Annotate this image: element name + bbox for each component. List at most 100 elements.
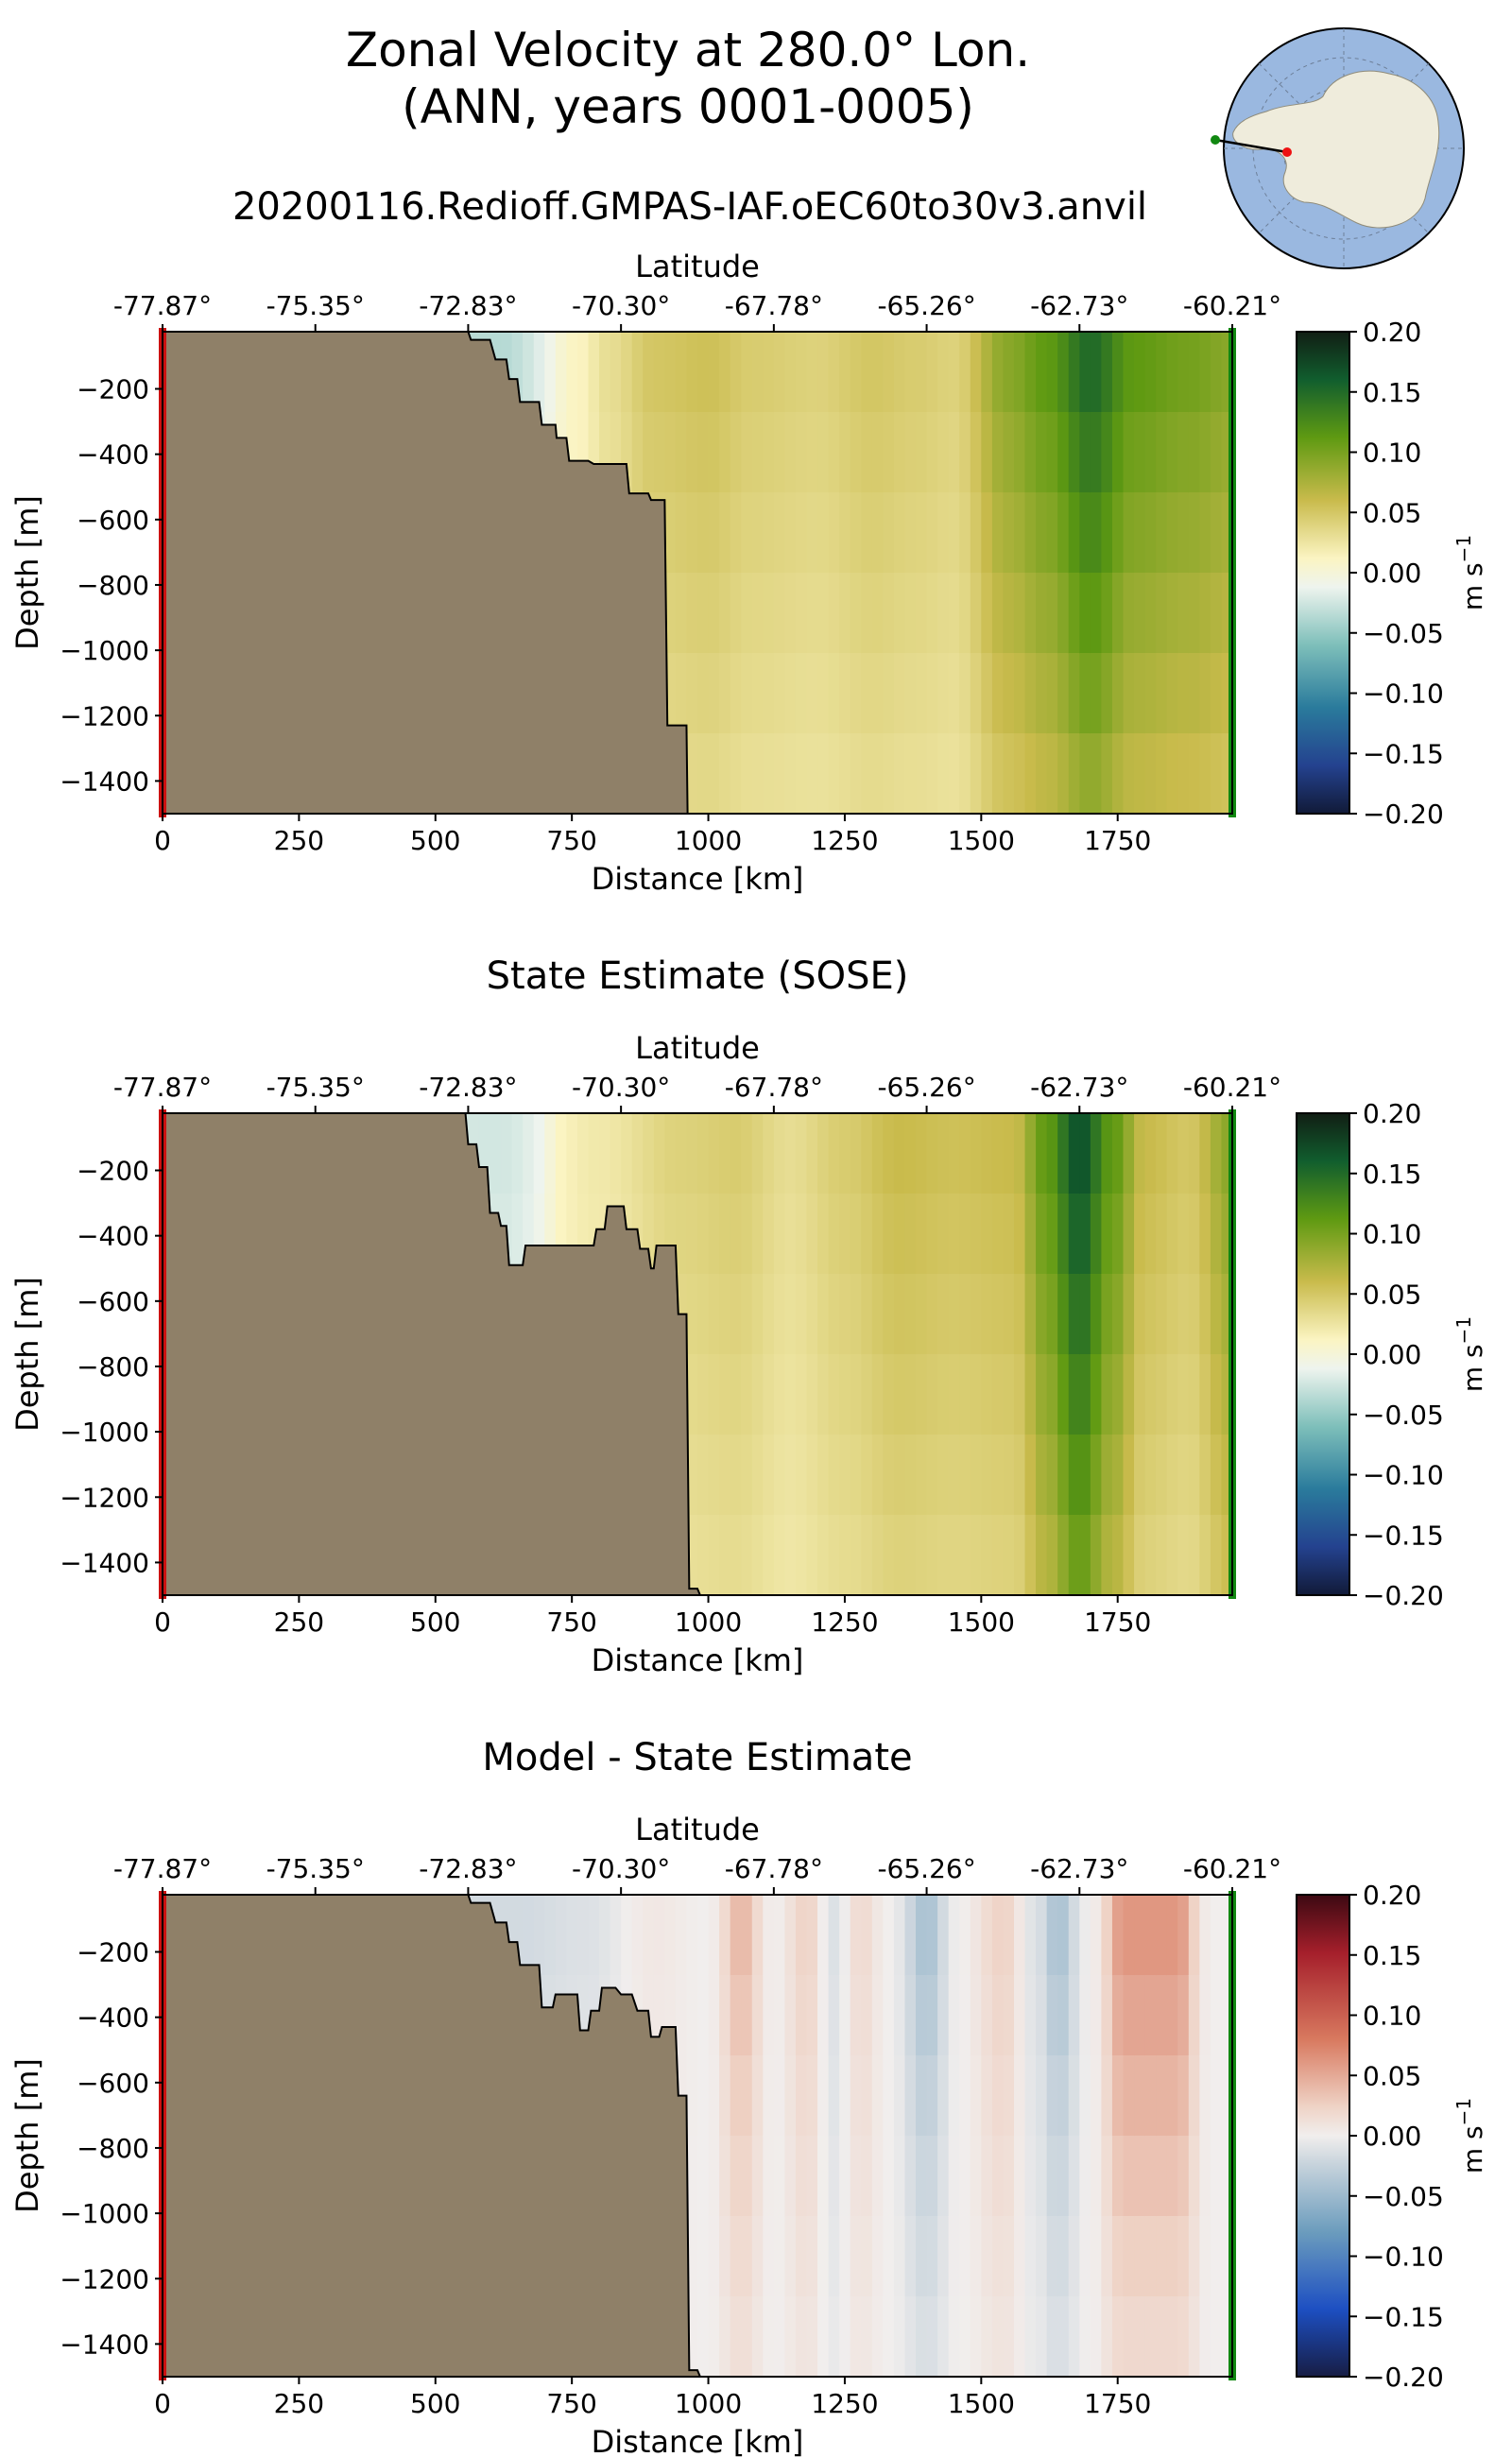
field-cell xyxy=(708,1975,720,2056)
field-cell xyxy=(1177,2136,1190,2217)
lat-tick-label: -70.30° xyxy=(572,1853,670,1884)
field-cell xyxy=(926,1113,938,1194)
field-cell xyxy=(631,1113,644,1194)
field-cell xyxy=(1046,653,1058,734)
field-cell xyxy=(795,1975,808,2056)
field-cell xyxy=(1177,2216,1190,2297)
field-cell xyxy=(751,1515,765,1596)
field-cell xyxy=(741,332,753,413)
field-cell xyxy=(664,332,677,413)
field-cell xyxy=(1101,412,1113,493)
field-cell xyxy=(1079,1435,1091,1516)
field-cell xyxy=(1068,573,1081,654)
field-cell xyxy=(904,573,917,654)
field-cell xyxy=(970,1354,983,1435)
field-cell xyxy=(1144,412,1157,493)
x-tick-label: 0 xyxy=(154,825,171,856)
field-cell xyxy=(1111,1274,1125,1355)
field-cell xyxy=(948,332,961,413)
field-cell xyxy=(883,573,895,654)
colorbar-tick-label: −0.10 xyxy=(1363,1460,1444,1491)
field-cell xyxy=(970,1515,983,1596)
field-cell xyxy=(883,2296,895,2378)
field-cell xyxy=(773,2136,786,2217)
colorbar-label: m s−1 xyxy=(1452,1316,1488,1392)
field-cell xyxy=(981,733,993,815)
field-cell xyxy=(490,1113,502,1194)
field-cell xyxy=(1057,1113,1070,1194)
field-cell xyxy=(1079,2055,1091,2137)
field-cell xyxy=(959,2055,971,2137)
field-cell xyxy=(904,1113,917,1194)
field-cell xyxy=(566,332,578,413)
x-tick-label: 250 xyxy=(274,2388,324,2419)
field-cell xyxy=(501,1113,513,1194)
field-cell xyxy=(773,2055,786,2137)
field-cell xyxy=(1013,412,1026,493)
lat-tick-label: -77.87° xyxy=(113,290,212,321)
x-tick-label: 0 xyxy=(154,2388,171,2419)
field-cell xyxy=(991,1113,1005,1194)
field-cell xyxy=(741,2296,753,2378)
field-cell xyxy=(795,412,808,493)
field-cell xyxy=(1134,1895,1146,1976)
field-cell xyxy=(1177,2055,1190,2137)
field-cell xyxy=(937,332,950,413)
field-cell xyxy=(916,573,928,654)
lat-tick-label: -65.26° xyxy=(877,1072,975,1103)
x-tick-label: 1500 xyxy=(948,825,1015,856)
field-cell xyxy=(817,653,830,734)
field-cell xyxy=(1024,1515,1037,1596)
field-cell xyxy=(1144,1194,1157,1275)
field-cell xyxy=(883,1515,895,1596)
field-cell xyxy=(871,1515,885,1596)
field-cell xyxy=(871,2055,885,2137)
field-cell xyxy=(806,332,818,413)
field-cell xyxy=(904,2136,917,2217)
field-cell xyxy=(1090,492,1103,574)
field-cell xyxy=(1134,2216,1146,2297)
field-cell xyxy=(839,1975,851,2056)
x-tick-label: 1250 xyxy=(811,825,878,856)
field-cell xyxy=(916,1515,928,1596)
field-cell xyxy=(1079,573,1091,654)
bathymetry-land xyxy=(162,331,689,815)
field-cell xyxy=(1101,733,1113,815)
field-cell xyxy=(1188,1194,1201,1275)
field-cell xyxy=(991,492,1005,574)
field-cell xyxy=(1036,1515,1048,1596)
field-cell xyxy=(1057,1194,1070,1275)
field-cell xyxy=(981,2296,993,2378)
field-cell xyxy=(719,412,731,493)
antarctica-landmass xyxy=(1232,70,1440,229)
field-cell xyxy=(1090,1975,1103,2056)
field-cell xyxy=(991,412,1005,493)
field-cell xyxy=(1111,492,1125,574)
field-cell xyxy=(806,1274,818,1355)
field-cell xyxy=(795,653,808,734)
field-cell xyxy=(653,332,666,413)
field-cell xyxy=(1188,1113,1201,1194)
field-cell xyxy=(970,1113,983,1194)
field-cell xyxy=(1144,332,1157,413)
field-cell xyxy=(883,733,895,815)
field-cell xyxy=(697,492,710,574)
plot-frame xyxy=(162,331,1233,815)
field-cell xyxy=(719,1435,731,1516)
x-tick-label: 250 xyxy=(274,825,324,856)
field-cell xyxy=(784,412,797,493)
x-tick-label: 1000 xyxy=(675,825,742,856)
field-cell xyxy=(850,733,863,815)
field-cell xyxy=(959,332,971,413)
field-cell xyxy=(850,1194,863,1275)
field-cell xyxy=(861,1895,873,1976)
field-cell xyxy=(970,1975,983,2056)
field-cell xyxy=(533,1895,546,1976)
field-cell xyxy=(1123,573,1135,654)
field-cell xyxy=(1199,1975,1211,2056)
field-cell xyxy=(861,2216,873,2297)
field-cell xyxy=(1046,1515,1058,1596)
field-cell xyxy=(708,653,720,734)
field-cell xyxy=(751,1435,765,1516)
field-cell xyxy=(926,2055,938,2137)
